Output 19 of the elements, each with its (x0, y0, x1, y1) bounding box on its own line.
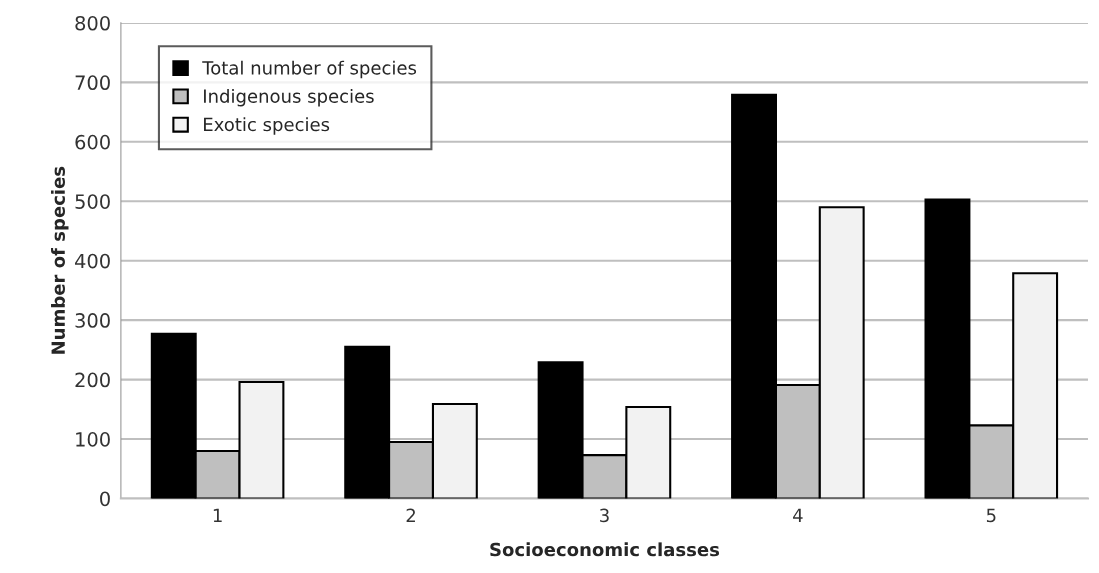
x-axis-title: Socioeconomic classes (490, 542, 720, 557)
y-tick-label: 100 (76, 432, 110, 447)
y-axis-title: Number of species (51, 166, 69, 354)
y-tick-label: 700 (75, 75, 110, 91)
y-tick-label: 600 (75, 134, 110, 150)
x-tick-label: 3 (600, 508, 609, 523)
legend-label: Total number of species (202, 60, 417, 79)
y-tick-label: 800 (75, 15, 110, 31)
x-tick-label: 2 (406, 508, 415, 522)
y-tick-label: 300 (75, 313, 110, 328)
legend-label: Exotic species (204, 117, 330, 135)
y-tick-label: 0 (100, 491, 110, 507)
x-tick-label: 5 (986, 508, 996, 523)
y-tick-label: 400 (75, 253, 110, 269)
legend-label: Indigenous species (204, 88, 374, 107)
y-tick-label: 200 (75, 372, 110, 388)
x-tick-label: 4 (793, 508, 803, 522)
x-tick-label: 1 (213, 508, 222, 522)
y-tick-label: 500 (75, 194, 110, 209)
